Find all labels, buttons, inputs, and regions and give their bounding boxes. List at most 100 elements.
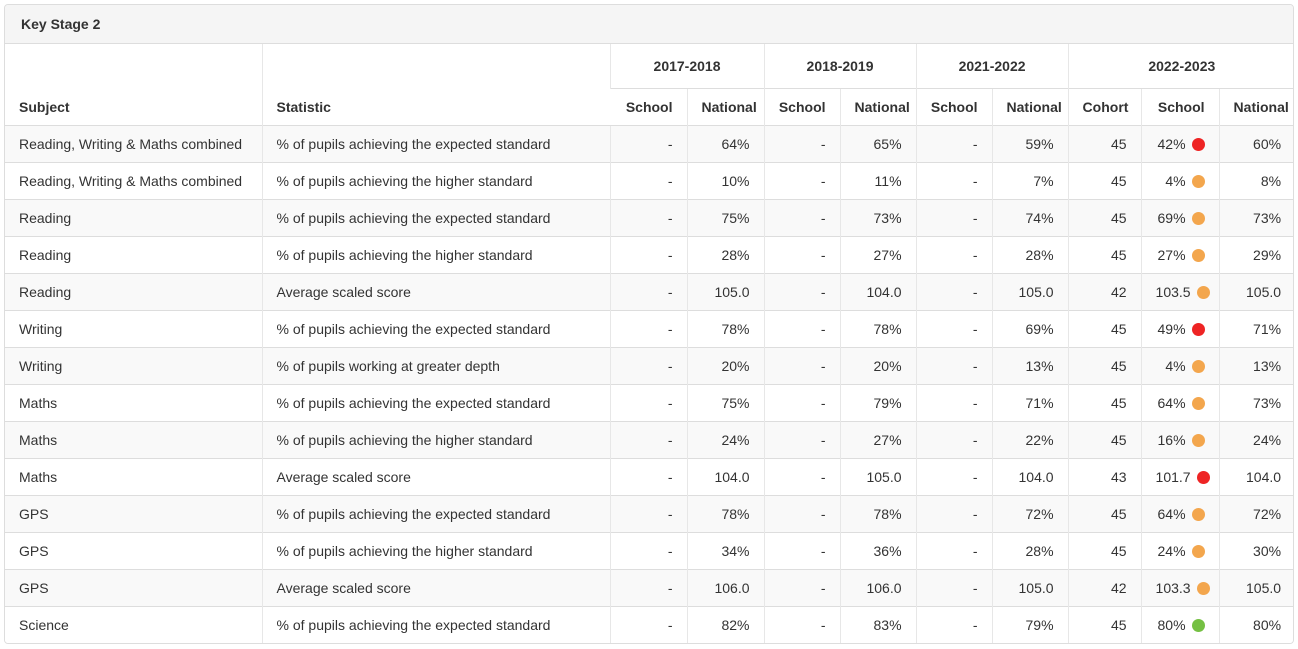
cell-value: 105.0 — [1218, 273, 1293, 311]
value-text: - — [820, 543, 826, 559]
cell-value: - — [915, 421, 993, 459]
value-text: 64% — [721, 136, 750, 152]
year-group-2018-2019: 2018-2019 — [763, 44, 917, 89]
cell-subject: Reading — [5, 236, 262, 274]
value-text: 20% — [873, 358, 902, 374]
cell-statistic: % of pupils achieving the higher standar… — [261, 421, 610, 459]
value-text: - — [972, 506, 978, 522]
rag-status-dot-amber — [1191, 397, 1205, 410]
cell-value: 42 — [1067, 273, 1142, 311]
cell-value: 49% — [1140, 310, 1220, 348]
value-text: 42% — [1157, 136, 1186, 152]
value-text: 78% — [721, 321, 750, 337]
cell-value: - — [915, 273, 993, 311]
value-text: - — [667, 284, 673, 300]
value-text: 45 — [1110, 432, 1127, 448]
value-text: 28% — [1025, 247, 1054, 263]
value-text: - — [972, 284, 978, 300]
cell-value: - — [609, 162, 687, 200]
cell-statistic: % of pupils working at greater depth — [261, 347, 610, 385]
cell-value: 27% — [839, 421, 917, 459]
cell-value: 104.0 — [839, 273, 917, 311]
table-row: Reading, Writing & Maths combined% of pu… — [5, 125, 1293, 163]
value-text: 16% — [1157, 432, 1186, 448]
value-text: 27% — [873, 432, 902, 448]
value-text: 29% — [1253, 247, 1282, 263]
cell-value: 64% — [686, 125, 765, 163]
column-header-national-2018: National — [839, 88, 917, 126]
cell-value: 78% — [839, 310, 917, 348]
cell-value: 103.3 — [1140, 569, 1220, 607]
value-text: - — [972, 580, 978, 596]
value-text: 34% — [721, 543, 750, 559]
value-text: - — [972, 321, 978, 337]
value-text: - — [972, 469, 978, 485]
cell-value: 29% — [1218, 236, 1293, 274]
cell-value: 79% — [991, 606, 1069, 643]
value-text: 72% — [1025, 506, 1054, 522]
value-text: - — [820, 247, 826, 263]
cell-subject: Reading — [5, 199, 262, 237]
cell-value: 73% — [1218, 384, 1293, 422]
cell-value: - — [915, 125, 993, 163]
value-text: 72% — [1253, 506, 1282, 522]
value-text: 106.0 — [714, 580, 750, 596]
value-text: 69% — [1025, 321, 1054, 337]
value-text: - — [972, 395, 978, 411]
cell-value: - — [609, 125, 687, 163]
cell-value: - — [609, 421, 687, 459]
value-text: - — [972, 432, 978, 448]
value-text: - — [667, 506, 673, 522]
rag-status-dot-amber — [1191, 434, 1205, 447]
cell-statistic: % of pupils achieving the higher standar… — [261, 162, 610, 200]
value-text: 49% — [1157, 321, 1186, 337]
cell-value: 42% — [1140, 125, 1220, 163]
value-text: - — [820, 432, 826, 448]
cell-value: 45 — [1067, 495, 1142, 533]
cell-statistic: % of pupils achieving the higher standar… — [261, 236, 610, 274]
cell-value: 24% — [1140, 532, 1220, 570]
sub-header-row: School National School National School N… — [5, 88, 1293, 126]
rag-status-dot-amber — [1191, 175, 1205, 188]
value-text: 71% — [1253, 321, 1282, 337]
cell-value: 24% — [1218, 421, 1293, 459]
cell-value: 105.0 — [991, 273, 1069, 311]
cell-value: - — [915, 569, 993, 607]
value-text: - — [667, 247, 673, 263]
cell-subject: Reading, Writing & Maths combined — [5, 125, 262, 163]
table-row: GPS% of pupils achieving the expected st… — [5, 495, 1293, 533]
value-text: 45 — [1110, 210, 1127, 226]
value-text: - — [972, 173, 978, 189]
cell-subject: Science — [5, 606, 262, 643]
cell-value: 45 — [1067, 347, 1142, 385]
table-row: Writing% of pupils achieving the expecte… — [5, 310, 1293, 348]
cell-value: 104.0 — [1218, 458, 1293, 496]
cell-value: 13% — [1218, 347, 1293, 385]
value-text: 104.0 — [714, 469, 750, 485]
cell-statistic: Average scaled score — [261, 458, 610, 496]
rag-status-dot-amber — [1191, 545, 1205, 558]
table-row: Reading Average scaled score - 105.0 - 104.0 -… — [5, 273, 1293, 311]
cell-value: 104.0 — [991, 458, 1069, 496]
value-text: 22% — [1025, 432, 1054, 448]
cell-subject: Reading — [5, 273, 262, 311]
value-text: - — [667, 210, 673, 226]
value-text: 69% — [1157, 210, 1186, 226]
value-text: - — [667, 432, 673, 448]
value-text: 104.0 — [1018, 469, 1054, 485]
value-text: 59% — [1025, 136, 1054, 152]
rag-status-dot-amber — [1196, 286, 1210, 299]
year-group-2021-2022: 2021-2022 — [915, 44, 1069, 89]
cell-value: 64% — [1140, 384, 1220, 422]
cell-value: 45 — [1067, 532, 1142, 570]
value-text: 4% — [1165, 358, 1186, 374]
value-text: 64% — [1157, 506, 1186, 522]
cell-value: - — [763, 199, 841, 237]
value-text: 24% — [1253, 432, 1282, 448]
column-header-school-2022: School — [1140, 88, 1220, 126]
value-text: 20% — [721, 358, 750, 374]
cell-value: - — [763, 236, 841, 274]
cell-statistic: % of pupils achieving the expected stand… — [261, 310, 610, 348]
cell-value: 45 — [1067, 384, 1142, 422]
value-text: 43 — [1110, 469, 1127, 485]
